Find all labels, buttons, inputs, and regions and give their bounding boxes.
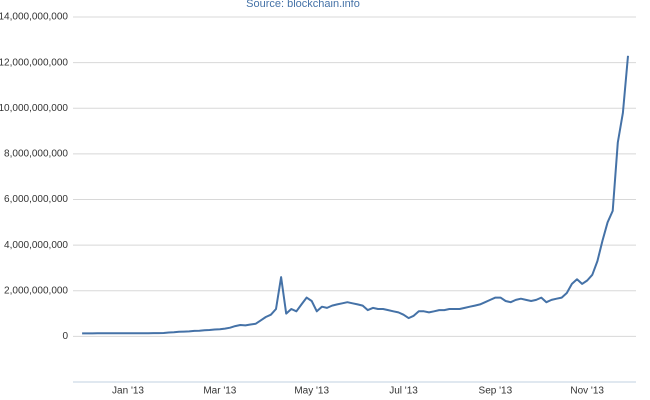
y-tick-label: 10,000,000,000 [0,103,68,114]
y-tick-label: 8,000,000,000 [4,149,68,160]
y-tick-label: 4,000,000,000 [4,240,68,251]
x-tick-label: Jan '13 [112,386,144,397]
y-tick-label: 2,000,000,000 [4,285,68,296]
y-tick-label: 14,000,000,000 [0,12,68,23]
x-tick-label: Jul '13 [389,386,418,397]
chart-subtitle: Source: blockchain.info [246,0,360,10]
x-tick-label: May '13 [294,386,329,397]
x-tick-label: Sep '13 [479,386,513,397]
y-tick-label: 0 [62,331,68,342]
x-tick-label: Mar '13 [203,386,236,397]
y-tick-label: 6,000,000,000 [4,194,68,205]
y-tick-label: 12,000,000,000 [0,57,68,68]
x-tick-label: Nov '13 [570,386,604,397]
data-line [82,55,629,335]
